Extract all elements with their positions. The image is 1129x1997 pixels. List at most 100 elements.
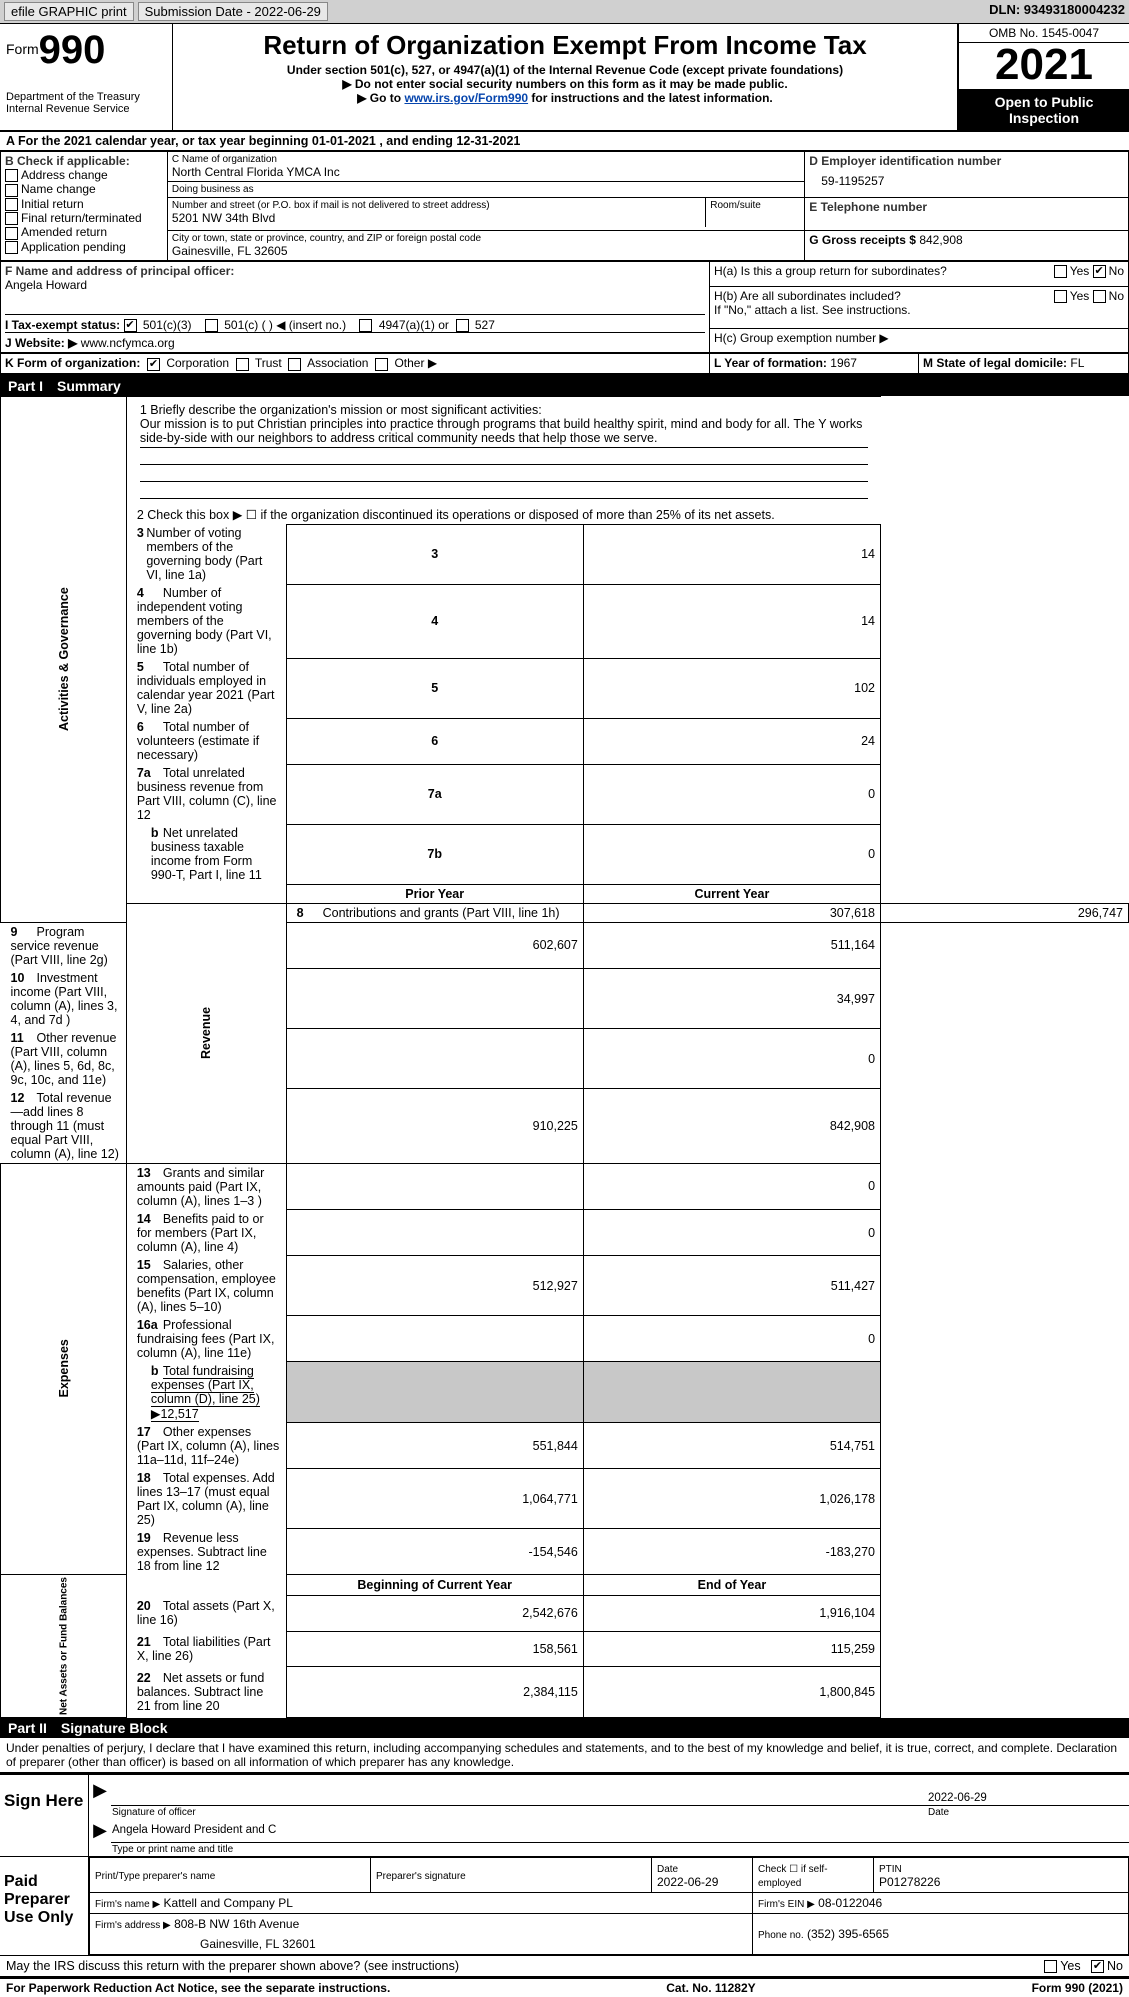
efile-print-button[interactable]: efile GRAPHIC print — [4, 2, 134, 21]
self-employed-label: Check ☐ if self-employed — [758, 1864, 828, 1889]
paid-preparer-label: Paid Preparer Use Only — [0, 1857, 89, 1955]
ln-13-num: 13 — [137, 1166, 163, 1180]
table-row: bTotal fundraising expenses (Part IX, co… — [1, 1362, 1129, 1423]
form-header: Form990 Department of the Treasury Inter… — [0, 24, 1129, 132]
table-row: 21Total liabilities (Part X, line 26)158… — [1, 1631, 1129, 1666]
ein-value: 59-1195257 — [809, 168, 1124, 188]
submission-date-label: Submission Date - 2022-06-29 — [138, 2, 328, 21]
footer-catno: Cat. No. 11282Y — [666, 1981, 755, 1995]
prep-date: 2022-06-29 — [657, 1875, 718, 1889]
ptin-label: PTIN — [879, 1864, 902, 1875]
hb-no[interactable] — [1093, 290, 1106, 303]
ln-12-num: 12 — [11, 1091, 37, 1105]
f-officer-label: F Name and address of principal officer: — [5, 264, 705, 278]
firm-addr: 808-B NW 16th Avenue — [174, 1917, 299, 1931]
goto-pre: ▶ Go to — [357, 91, 404, 105]
city-value: Gainesville, FL 32605 — [172, 244, 800, 258]
sign-here-block: Sign Here ▶ 2022-06-29 Signature of offi… — [0, 1773, 1129, 1856]
chk-501c3[interactable] — [124, 319, 137, 332]
ln-11-curr: 0 — [583, 1029, 880, 1089]
prep-date-label: Date — [657, 1864, 678, 1875]
ln-16b-prior — [286, 1362, 583, 1423]
hb-yes[interactable] — [1054, 290, 1067, 303]
chk-trust[interactable] — [236, 358, 249, 371]
ln-20-curr: 1,916,104 — [583, 1596, 880, 1631]
k-l-m-row: K Form of organization: Corporation Trus… — [0, 353, 1129, 373]
sig-date-label: Date — [927, 1806, 1129, 1820]
hdr-begin-year: Beginning of Current Year — [286, 1575, 583, 1596]
ln-7b-val: 0 — [583, 824, 880, 884]
irs-link[interactable]: www.irs.gov/Form990 — [404, 91, 528, 105]
chk-assoc[interactable] — [288, 358, 301, 371]
chk-name-change[interactable]: Name change — [21, 182, 96, 196]
ssn-note: ▶ Do not enter social security numbers o… — [179, 77, 951, 91]
org-info-block: B Check if applicable: Address change Na… — [0, 151, 1129, 261]
ln-4-num: 4 — [137, 586, 163, 600]
chk-other[interactable] — [375, 358, 388, 371]
h-b-label: H(b) Are all subordinates included? — [714, 289, 901, 303]
ln-7b-text: Net unrelated business taxable income fr… — [151, 826, 262, 882]
ln-3-text: Number of voting members of the governin… — [146, 526, 280, 582]
ha-no[interactable] — [1093, 265, 1106, 278]
discuss-row: May the IRS discuss this return with the… — [0, 1955, 1129, 1978]
goto-post: for instructions and the latest informat… — [528, 91, 773, 105]
ln-5-num: 5 — [137, 660, 163, 674]
sig-officer-label: Signature of officer — [111, 1806, 927, 1820]
ln-9-curr: 511,164 — [583, 922, 880, 969]
chk-final-return[interactable]: Final return/terminated — [21, 211, 142, 225]
chk-app-pending[interactable]: Application pending — [21, 240, 126, 254]
chk-amended[interactable]: Amended return — [21, 225, 107, 239]
chk-address-change[interactable]: Address change — [21, 168, 108, 182]
ha-yes[interactable] — [1054, 265, 1067, 278]
prep-sig-label: Preparer's signature — [376, 1871, 466, 1882]
opt-trust: Trust — [255, 356, 282, 370]
ln-7a-box: 7a — [286, 764, 583, 824]
k-label: K Form of organization: — [5, 356, 140, 370]
l-label: L Year of formation: — [714, 356, 827, 370]
row-a-pre: A For the 2021 calendar year, or tax yea… — [6, 134, 312, 148]
ln-12-prior: 910,225 — [286, 1089, 583, 1164]
discuss-no[interactable] — [1091, 1960, 1104, 1973]
dba-label: Doing business as — [172, 184, 800, 195]
table-row: 17Other expenses (Part IX, column (A), l… — [1, 1423, 1129, 1469]
footer-paperwork: For Paperwork Reduction Act Notice, see … — [6, 1981, 390, 1995]
part-1-header: Part I Summary — [0, 376, 1129, 396]
table-row: 4Number of independent voting members of… — [1, 584, 1129, 658]
ln-3-box: 3 — [286, 524, 583, 584]
chk-corp[interactable] — [147, 358, 160, 371]
ln-6-num: 6 — [137, 720, 163, 734]
section-b-label: B Check if applicable: — [5, 154, 163, 168]
ln-18-num: 18 — [137, 1471, 163, 1485]
table-row: 3Number of voting members of the governi… — [1, 524, 1129, 584]
opt-501c3: 501(c)(3) — [143, 318, 192, 332]
opt-assoc: Association — [307, 356, 368, 370]
mission-label: 1 Briefly describe the organization's mi… — [140, 403, 868, 417]
hdr-end-year: End of Year — [583, 1575, 880, 1596]
ln-6-box: 6 — [286, 718, 583, 764]
table-row: 6Total number of volunteers (estimate if… — [1, 718, 1129, 764]
chk-527[interactable] — [456, 319, 469, 332]
chk-4947[interactable] — [359, 319, 372, 332]
ln-19-prior: -154,546 — [286, 1529, 583, 1575]
c-name-label: C Name of organization — [172, 154, 800, 165]
firm-name: Kattell and Company PL — [164, 1896, 293, 1910]
table-row: 5Total number of individuals employed in… — [1, 658, 1129, 718]
discuss-yes[interactable] — [1044, 1960, 1057, 1973]
form-word: Form — [6, 41, 39, 57]
e-phone-label: E Telephone number — [809, 200, 1124, 214]
addr-label: Number and street (or P.O. box if mail i… — [172, 200, 701, 211]
officer-name: Angela Howard — [5, 278, 705, 292]
ln-12-curr: 842,908 — [583, 1089, 880, 1164]
ln-5-box: 5 — [286, 658, 583, 718]
ln-4-box: 4 — [286, 584, 583, 658]
chk-initial-return[interactable]: Initial return — [21, 197, 84, 211]
ln-10-num: 10 — [11, 971, 37, 985]
discuss-question: May the IRS discuss this return with the… — [6, 1959, 459, 1973]
h-a-label: H(a) Is this a group return for subordin… — [714, 264, 947, 278]
sign-arrow-icon: ▶ — [89, 1775, 111, 1806]
chk-501c[interactable] — [205, 319, 218, 332]
h-b-note: If "No," attach a list. See instructions… — [714, 303, 911, 317]
ln-21-num: 21 — [137, 1635, 163, 1649]
m-label: M State of legal domicile: — [923, 356, 1067, 370]
ln-13-prior — [286, 1163, 583, 1210]
